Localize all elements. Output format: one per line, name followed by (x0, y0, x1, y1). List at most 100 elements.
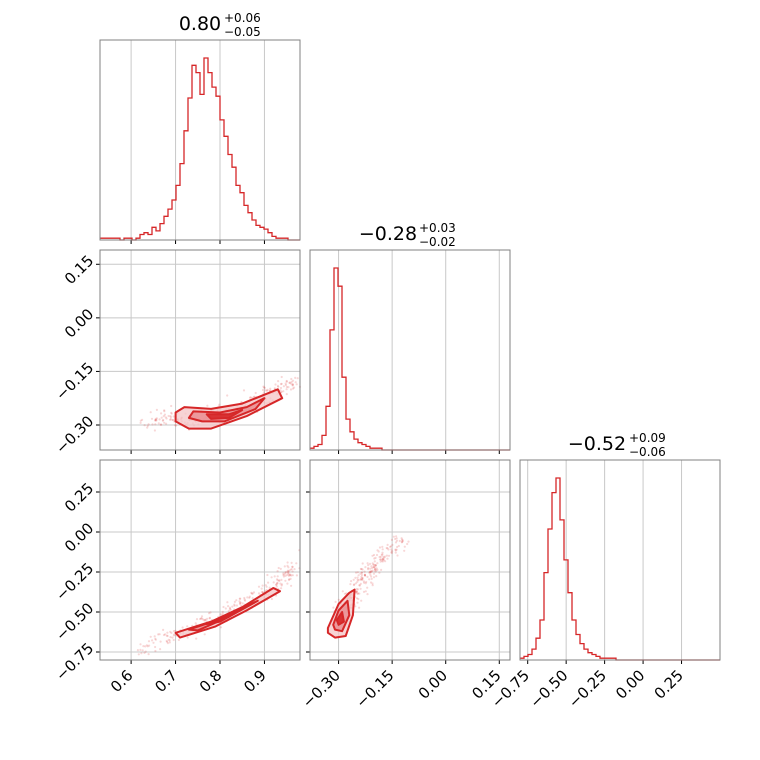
scatter-point (276, 582, 279, 585)
scatter-point (269, 387, 272, 390)
scatter-point (366, 593, 369, 596)
scatter-point (149, 635, 152, 638)
x-tick-label: −0.50 (526, 666, 571, 711)
scatter-point (375, 567, 378, 570)
scatter-point (355, 590, 358, 593)
scatter-point (233, 600, 236, 604)
scatter-point (280, 382, 283, 385)
scatter-point (292, 386, 296, 389)
scatter-point (390, 551, 393, 555)
scatter-point (200, 617, 203, 620)
title-param-1: 0.80 (179, 13, 221, 35)
scatter-point (363, 574, 366, 577)
scatter-point (373, 563, 376, 567)
scatter-point (163, 413, 166, 416)
scatter-point (233, 604, 236, 607)
scatter-point (387, 548, 390, 551)
scatter-point (381, 560, 384, 563)
scatter-point (162, 418, 165, 422)
scatter-point (383, 556, 386, 559)
scatter-points (136, 549, 301, 656)
scatter-point (362, 590, 366, 594)
scatter-point (376, 549, 379, 552)
scatter-point (291, 379, 295, 382)
scatter-point (166, 642, 169, 645)
scatter-point (280, 578, 283, 582)
scatter-point (219, 613, 222, 616)
scatter-point (361, 578, 364, 581)
scatter-point (398, 539, 401, 543)
scatter-point (203, 633, 206, 636)
scatter-point (154, 417, 157, 420)
scatter-point (383, 555, 387, 558)
scatter-point (285, 388, 288, 391)
scatter-point (203, 619, 206, 622)
scatter-point (160, 423, 163, 426)
scatter-point (249, 396, 252, 399)
panel-frame (99, 249, 301, 451)
scatter-point (254, 391, 257, 395)
scatter-point (356, 592, 359, 596)
scatter-point (155, 408, 158, 411)
scatter-point (154, 419, 157, 422)
scatter-point (370, 565, 373, 568)
scatter-point (286, 564, 289, 568)
scatter-point (266, 388, 269, 391)
scatter-point (172, 418, 175, 422)
scatter-point (257, 585, 261, 588)
scatter-point (374, 556, 377, 560)
scatter-point (349, 583, 352, 586)
histogram-step-line (100, 57, 300, 241)
scatter-point (239, 601, 242, 604)
scatter-point (246, 596, 249, 599)
scatter-point (278, 579, 281, 583)
scatter-point (165, 422, 168, 425)
scatter-point (284, 579, 287, 582)
scatter-point (257, 592, 261, 595)
scatter-point (165, 639, 168, 643)
x-tick-label: 0.00 (612, 666, 648, 702)
title-param-3-minus: −0.06 (629, 445, 666, 459)
scatter-point (166, 631, 169, 634)
scatter-point (380, 553, 383, 557)
scatter-point (172, 634, 175, 637)
scatter-point (356, 571, 359, 574)
scatter-point (143, 651, 146, 655)
scatter-point (360, 575, 363, 579)
scatter-point (396, 545, 399, 549)
scatter-point (375, 569, 378, 572)
scatter-point (287, 566, 290, 569)
scatter-point (164, 416, 167, 419)
scatter-point (194, 622, 197, 625)
scatter-point (290, 561, 293, 565)
scatter-point (288, 381, 291, 384)
scatter-point (364, 582, 367, 585)
scatter-point (367, 568, 370, 571)
scatter-point (366, 575, 369, 579)
scatter-point (137, 653, 140, 656)
scatter-point (290, 574, 293, 577)
scatter-point (287, 578, 291, 581)
scatter-point (235, 599, 238, 602)
scatter-point (356, 576, 359, 579)
scatter-point (174, 424, 177, 427)
scatter-point (222, 605, 225, 609)
scatter-point (360, 599, 363, 602)
scatter-point (277, 566, 280, 570)
scatter-point (148, 644, 151, 647)
scatter-point (228, 606, 232, 609)
histogram-step-line (520, 477, 720, 661)
scatter-point (248, 596, 251, 599)
scatter-point (334, 600, 337, 604)
scatter-point (354, 576, 357, 580)
scatter-point (195, 637, 198, 640)
scatter-point (168, 641, 171, 644)
scatter-point (371, 566, 374, 570)
title-param-2-plus: +0.03 (419, 221, 456, 235)
scatter-point (332, 606, 335, 609)
scatter-point (286, 573, 289, 577)
scatter-point (265, 588, 268, 592)
scatter-point (352, 578, 355, 581)
scatter-point (356, 601, 359, 604)
